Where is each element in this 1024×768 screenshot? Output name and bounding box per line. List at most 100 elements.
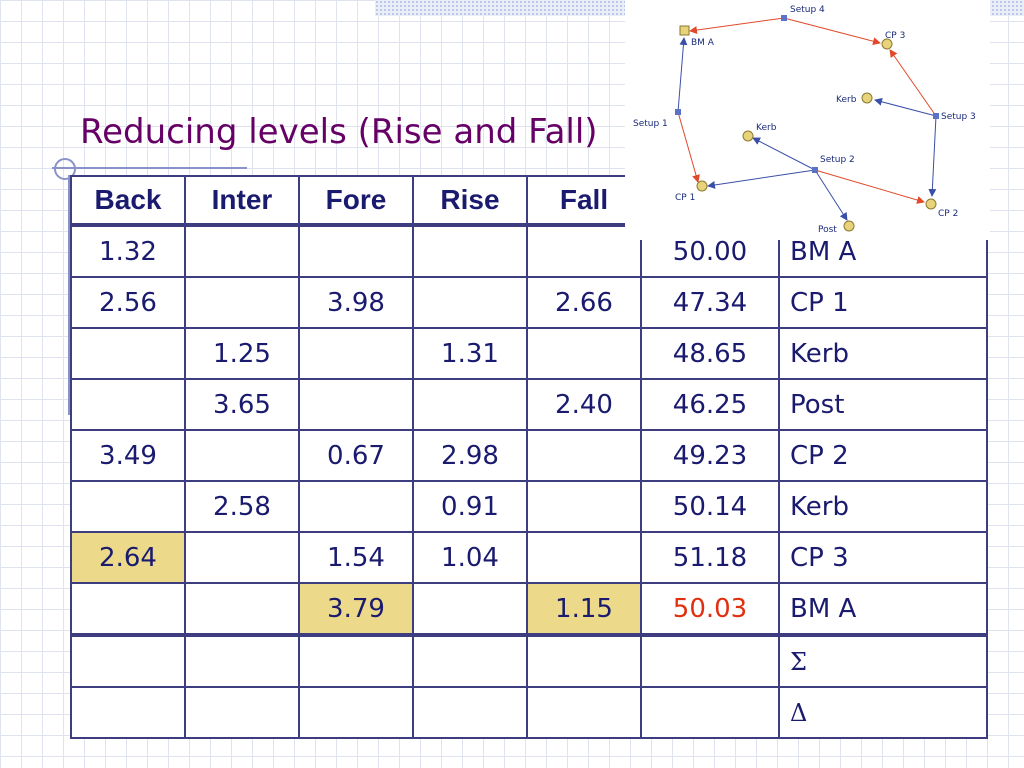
left-accent-rule xyxy=(68,175,71,415)
label-cp1: CP 1 xyxy=(675,193,695,203)
header-rise: Rise xyxy=(412,175,528,227)
cp1-marker xyxy=(696,180,708,192)
slide-title: Reducing levels (Rise and Fall) xyxy=(80,112,598,152)
cell-remark: Post xyxy=(778,378,988,431)
title-bullet-circle xyxy=(54,158,76,180)
cell-rise: 1.31 xyxy=(412,327,528,380)
sight-setup2-post xyxy=(814,169,848,221)
cell-inter xyxy=(184,276,300,329)
cell-back-highlighted: 2.64 xyxy=(70,531,186,584)
cell-fall xyxy=(526,224,642,278)
cell-inter xyxy=(184,224,300,278)
label-cp2: CP 2 xyxy=(938,209,958,219)
label-bma: BM A xyxy=(691,38,715,48)
cell-rise: 2.98 xyxy=(412,429,528,482)
cell-inter xyxy=(184,429,300,482)
table-row-sum: Σ xyxy=(70,633,988,688)
cell-rise xyxy=(412,686,528,739)
sight-setup3-cp2 xyxy=(928,115,937,197)
cell-fore: 1.54 xyxy=(298,531,414,584)
cell-rl: 49.23 xyxy=(640,429,780,482)
sight-setup2-kerb xyxy=(752,137,816,171)
cell-rl xyxy=(640,633,780,688)
cell-fall xyxy=(526,633,642,688)
cp2-marker xyxy=(925,198,937,210)
header-fall: Fall xyxy=(526,175,642,227)
cell-rl: 47.34 xyxy=(640,276,780,329)
cell-fall xyxy=(526,327,642,380)
cell-rise: 0.91 xyxy=(412,480,528,533)
cell-inter xyxy=(184,633,300,688)
cell-rise xyxy=(412,378,528,431)
kerb-lower-marker xyxy=(742,130,754,142)
table-row: 3.79 1.15 50.03 BM A xyxy=(70,582,988,636)
cell-fall xyxy=(526,480,642,533)
cell-back: 1.32 xyxy=(70,224,186,278)
cell-fall xyxy=(526,686,642,739)
cell-inter: 2.58 xyxy=(184,480,300,533)
sight-setup1-cp1 xyxy=(677,111,700,183)
cell-inter xyxy=(184,582,300,636)
table-row: 2.64 1.54 1.04 51.18 CP 3 xyxy=(70,531,988,584)
cell-back: 2.56 xyxy=(70,276,186,329)
sight-setup3-kerb xyxy=(874,97,937,117)
cell-rl: 48.65 xyxy=(640,327,780,380)
cell-remark: BM A xyxy=(778,582,988,636)
cell-remark: CP 1 xyxy=(778,276,988,329)
cell-fore xyxy=(298,633,414,688)
bm-a-marker xyxy=(679,25,690,36)
cell-back xyxy=(70,378,186,431)
header-fore: Fore xyxy=(298,175,414,227)
label-cp3: CP 3 xyxy=(885,31,905,41)
cell-back: 3.49 xyxy=(70,429,186,482)
cell-fore xyxy=(298,224,414,278)
cell-remark: CP 2 xyxy=(778,429,988,482)
kerb-upper-marker xyxy=(861,92,873,104)
cell-rl-misclosure: 50.03 xyxy=(640,582,780,636)
setup-1-marker xyxy=(675,109,681,115)
label-post: Post xyxy=(818,225,837,235)
table-row-difference: Δ xyxy=(70,686,988,739)
cell-fore: 0.67 xyxy=(298,429,414,482)
cell-rl: 46.25 xyxy=(640,378,780,431)
sight-setup2-cp2 xyxy=(814,169,925,204)
cell-fall xyxy=(526,429,642,482)
cp3-marker xyxy=(881,38,893,50)
label-kerb-upper: Kerb xyxy=(836,95,857,105)
cell-rise: 1.04 xyxy=(412,531,528,584)
label-setup3: Setup 3 xyxy=(941,112,976,122)
sight-setup4-cp3 xyxy=(783,17,881,46)
cell-fore xyxy=(298,686,414,739)
cell-rise xyxy=(412,224,528,278)
levels-table: Back Inter Fore Rise Fall 1.32 50.00 BM … xyxy=(70,175,988,739)
cell-fall: 2.40 xyxy=(526,378,642,431)
setup-4-marker xyxy=(781,15,787,21)
cell-inter: 3.65 xyxy=(184,378,300,431)
title-underline-rule xyxy=(52,167,247,169)
sum-symbol: Σ xyxy=(778,633,988,688)
post-marker xyxy=(843,220,855,232)
table-row: 3.65 2.40 46.25 Post xyxy=(70,378,988,431)
setup-3-marker xyxy=(933,113,939,119)
delta-symbol: Δ xyxy=(778,686,988,739)
cell-remark: CP 3 xyxy=(778,531,988,584)
cell-rl: 50.14 xyxy=(640,480,780,533)
cell-remark: Kerb xyxy=(778,480,988,533)
cell-rise xyxy=(412,582,528,636)
cell-inter xyxy=(184,531,300,584)
cell-inter xyxy=(184,686,300,739)
cell-fall xyxy=(526,531,642,584)
cell-fall: 2.66 xyxy=(526,276,642,329)
cell-back xyxy=(70,633,186,688)
header-inter: Inter xyxy=(184,175,300,227)
cell-inter: 1.25 xyxy=(184,327,300,380)
sight-setup1-bma xyxy=(677,37,688,113)
cell-rise xyxy=(412,633,528,688)
cell-back xyxy=(70,480,186,533)
label-setup4: Setup 4 xyxy=(790,5,825,15)
label-setup2: Setup 2 xyxy=(820,155,855,165)
sight-setup4-bma xyxy=(689,17,785,35)
header-back: Back xyxy=(70,175,186,227)
level-run-svg: Setup 4 CP 3 BM A Kerb Setup 3 Setup 1 K… xyxy=(633,5,976,235)
cell-back xyxy=(70,327,186,380)
